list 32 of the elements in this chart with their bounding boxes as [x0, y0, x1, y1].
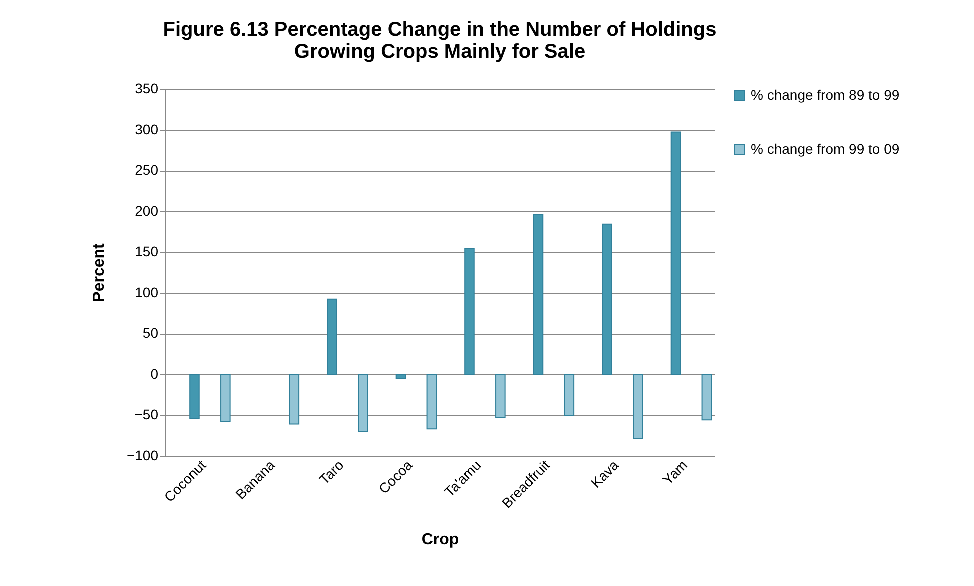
bar — [327, 298, 338, 375]
legend-label: % change from 99 to 09 — [751, 141, 900, 157]
y-tick-label: −100 — [126, 448, 159, 464]
bar — [396, 374, 406, 380]
bar — [702, 374, 712, 421]
y-tick-label: 200 — [135, 202, 159, 219]
y-axis-title: Percent — [90, 242, 108, 302]
bar — [564, 374, 575, 417]
legend-label: % change from 89 to 99 — [751, 87, 900, 103]
bar — [670, 132, 682, 375]
bar — [602, 224, 612, 375]
bar — [426, 374, 438, 430]
y-tick-label: 250 — [135, 162, 159, 178]
y-tick-label: 300 — [135, 121, 159, 138]
x-tick-label: Taro — [316, 456, 347, 488]
bar — [190, 374, 200, 419]
y-tick-label: 100 — [135, 284, 159, 300]
bar — [358, 374, 368, 432]
chart-title: Figure 6.13 Percentage Change in the Number of Holdings Growing Crops Mainly for Sale — [163, 19, 717, 63]
y-tick-label: −50 — [134, 406, 159, 423]
x-axis-title: Crop — [422, 531, 460, 548]
bar — [464, 248, 475, 375]
y-tick-label: 50 — [142, 325, 159, 342]
x-tick-label: Yam — [660, 457, 691, 488]
bar — [633, 374, 644, 440]
y-tick-label: 350 — [135, 80, 159, 96]
y-tick-label: 0 — [150, 366, 159, 382]
bar — [533, 214, 544, 375]
bar — [220, 374, 231, 422]
bar — [496, 374, 506, 418]
bar — [289, 374, 300, 425]
y-tick-label: 150 — [135, 244, 159, 260]
